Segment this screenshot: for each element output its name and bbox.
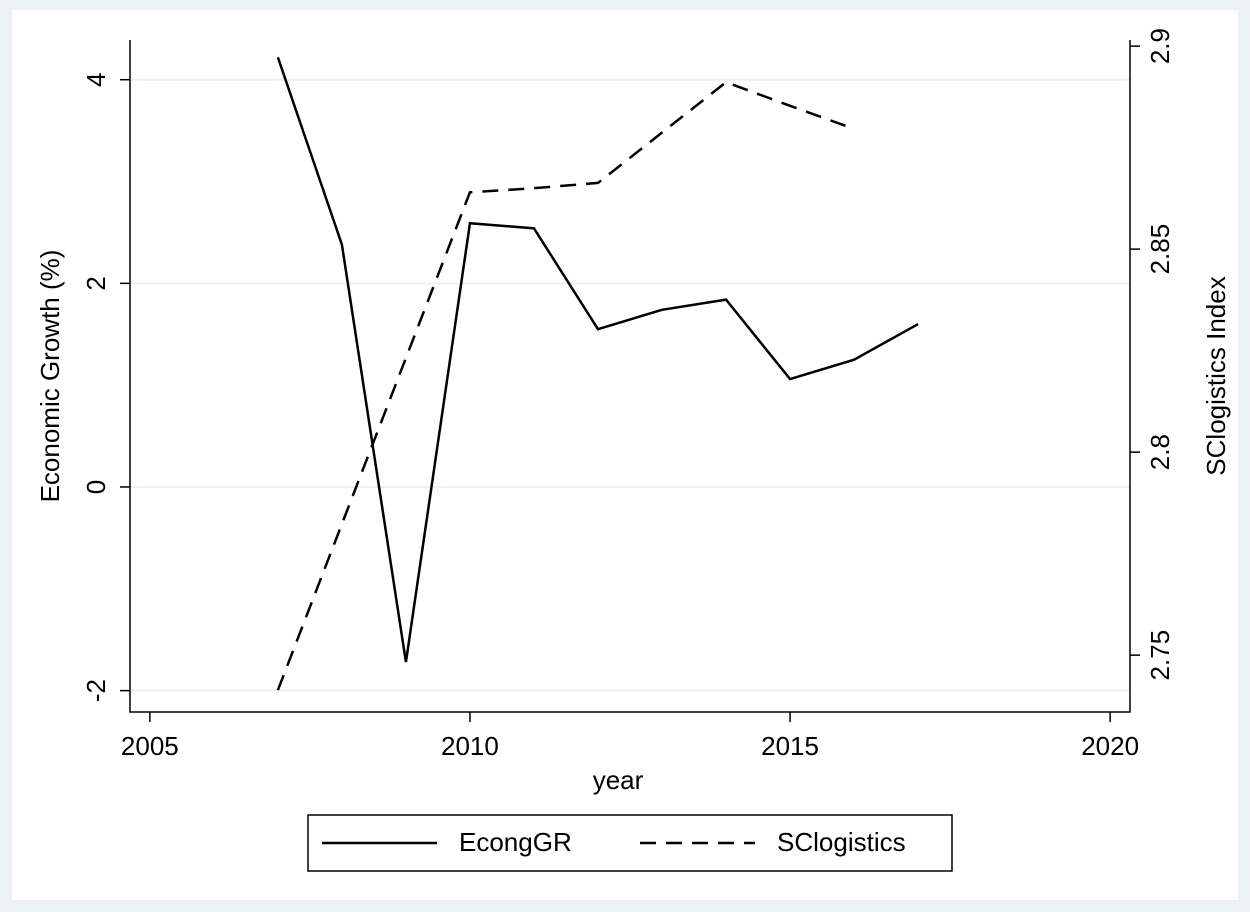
legend-label: SClogistics <box>777 827 906 857</box>
x-axis-title: year <box>593 765 644 795</box>
y2-tick-label: 2.85 <box>1145 224 1175 275</box>
x-tick-label: 2005 <box>121 731 179 761</box>
x-tick-label: 2010 <box>441 731 499 761</box>
x-tick-label: 2020 <box>1081 731 1139 761</box>
y-axis-title: Economic Growth (%) <box>35 250 65 503</box>
legend-label: EcongGR <box>459 827 572 857</box>
y2-axis-title: SClogistics Index <box>1201 276 1231 475</box>
series-line <box>276 80 855 691</box>
y-tick-label: 2 <box>81 276 111 290</box>
y2-tick-label: 2.9 <box>1145 28 1175 64</box>
y2-tick-label: 2.8 <box>1145 434 1175 470</box>
graph-region <box>12 10 1238 900</box>
axes <box>129 40 1131 713</box>
x-tick-label: 2015 <box>761 731 819 761</box>
y-tick-label: 4 <box>81 72 111 86</box>
y-tick-label: -2 <box>81 679 111 702</box>
series-line <box>276 56 919 663</box>
y-tick-label: 0 <box>81 480 111 494</box>
y2-tick-label: 2.75 <box>1145 630 1175 681</box>
